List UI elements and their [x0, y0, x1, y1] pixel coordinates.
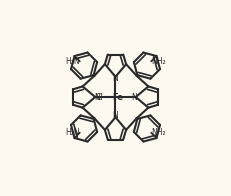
- Text: Fe: Fe: [112, 93, 123, 102]
- Text: N: N: [131, 93, 137, 102]
- Text: NH₂: NH₂: [151, 57, 166, 66]
- Text: N: N: [113, 111, 118, 120]
- Text: NH₂: NH₂: [151, 128, 166, 137]
- Text: N: N: [113, 74, 118, 83]
- Text: Cl: Cl: [95, 93, 103, 102]
- Text: H₂N: H₂N: [65, 128, 80, 137]
- Text: N: N: [94, 93, 100, 102]
- Text: H₂N: H₂N: [65, 57, 80, 66]
